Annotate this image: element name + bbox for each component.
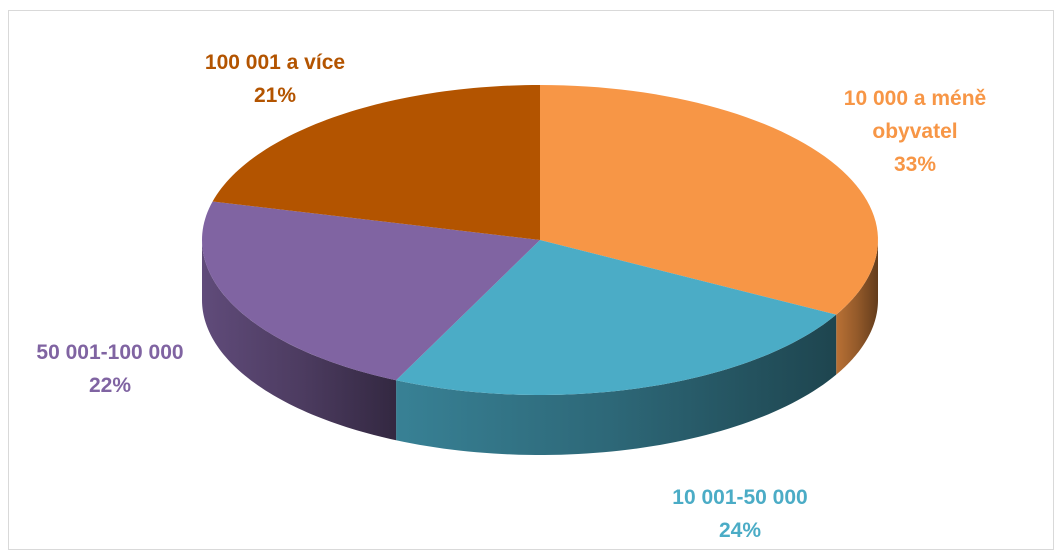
slice-side: [836, 240, 878, 375]
value-label: 21%: [253, 84, 297, 107]
data-label: 100 001 a více 21%: [165, 46, 385, 112]
slice: [396, 240, 837, 395]
slice-side: [202, 240, 397, 441]
slice-side: [396, 314, 837, 455]
chart-frame: [8, 10, 1054, 550]
data-label: 10 000 a méně obyvatel 33%: [825, 82, 1005, 181]
category-label: 10 000 a méně obyvatel: [843, 87, 987, 143]
value-label: 22%: [88, 374, 132, 397]
category-label: 10 001-50 000: [672, 486, 808, 509]
category-label: 100 001 a více: [204, 51, 346, 74]
slice: [540, 85, 878, 315]
data-label: 10 001-50 000 24%: [630, 481, 850, 547]
category-label: 50 001-100 000: [36, 341, 184, 364]
value-label: 24%: [718, 519, 762, 542]
data-label: 50 001-100 000 22%: [0, 336, 220, 402]
slice: [202, 201, 541, 381]
value-label: 33%: [893, 153, 937, 176]
slice: [212, 85, 540, 240]
